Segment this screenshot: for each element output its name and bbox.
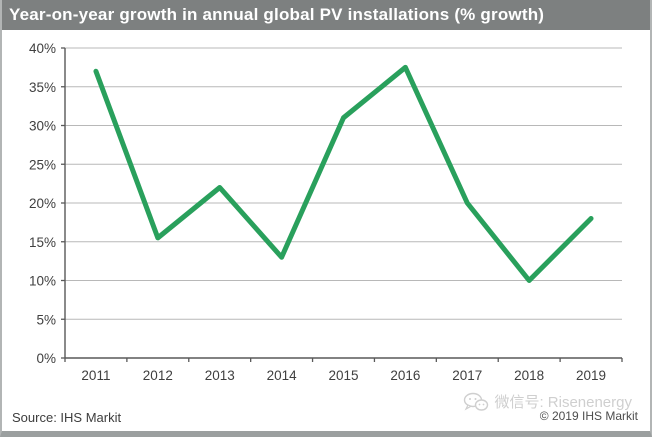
y-axis-label: 20%: [29, 196, 56, 211]
source-label: Source: IHS Markit: [12, 410, 122, 425]
x-axis-label: 2014: [267, 368, 298, 383]
y-axis-label: 0%: [36, 351, 56, 366]
watermark-text: 微信号: Risenenergy: [494, 394, 632, 411]
x-axis-label: 2019: [576, 368, 606, 383]
x-axis-label: 2015: [328, 368, 358, 383]
y-axis-label: 35%: [29, 80, 56, 95]
x-axis-label: 2018: [514, 368, 544, 383]
x-axis-label: 2013: [205, 368, 235, 383]
y-axis-label: 25%: [29, 157, 56, 172]
chart-title: Year-on-year growth in annual global PV …: [2, 0, 650, 30]
y-axis-label: 10%: [29, 274, 56, 289]
y-axis-label: 40%: [29, 41, 56, 56]
wechat-icon: [464, 392, 489, 411]
x-axis-label: 2016: [390, 368, 420, 383]
x-axis-label: 2012: [143, 368, 173, 383]
watermark: 微信号: Risenenergy: [463, 391, 632, 412]
y-axis-label: 5%: [36, 312, 56, 327]
copyright-label: © 2019 IHS Markit: [539, 409, 638, 423]
x-axis-label: 2011: [81, 368, 110, 383]
growth-line: [93, 64, 594, 283]
x-axis-label: 2017: [452, 368, 482, 383]
y-axis-label: 15%: [29, 235, 56, 250]
y-axis-label: 30%: [29, 119, 56, 134]
